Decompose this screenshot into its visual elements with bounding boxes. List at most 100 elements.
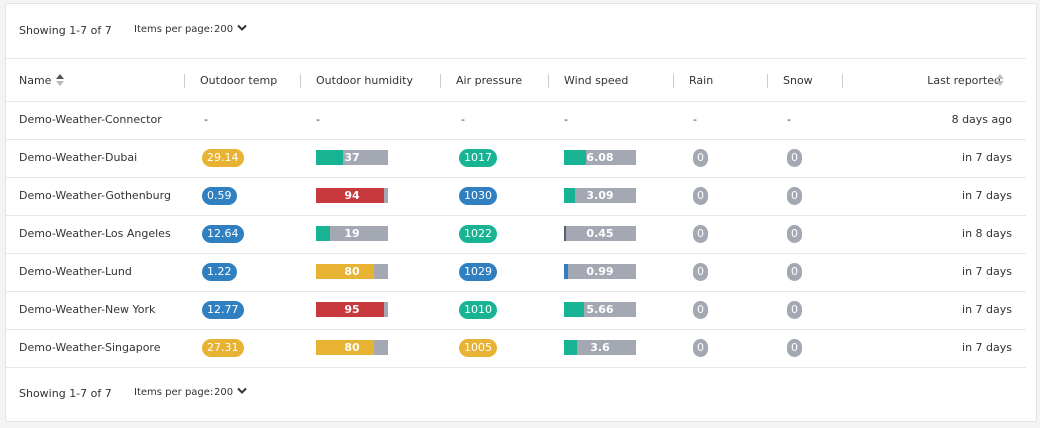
device-name[interactable]: Demo-Weather-Los Angeles [19, 227, 171, 240]
bar-label: 5.66 [586, 303, 614, 316]
empty-cell: - [564, 113, 568, 126]
bar-fill [316, 340, 374, 355]
sort-icon [56, 74, 64, 89]
bar-fill [564, 302, 585, 317]
row-divider [6, 253, 1026, 254]
bar-fill [316, 226, 330, 241]
value-bar: 3.09 [564, 188, 636, 203]
value-badge: 12.77 [202, 301, 244, 319]
bar-label: 3.6 [590, 341, 610, 354]
value-bar: 80 [316, 340, 388, 355]
value-badge: 1029 [459, 263, 497, 281]
count-badge: 0 [787, 339, 802, 357]
column-header[interactable]: Snow [783, 74, 813, 87]
column-header[interactable]: Outdoor temp [200, 74, 278, 87]
chevron [237, 24, 247, 31]
column-separator [767, 74, 768, 88]
value-badge: 1022 [459, 225, 497, 243]
value-badge: 12.64 [202, 225, 244, 243]
empty-cell: - [316, 113, 320, 126]
showing-count: Showing 1-7 of 7 [19, 24, 112, 37]
last-reported: in 7 days [962, 341, 1012, 354]
value-badge: 0.59 [202, 187, 237, 205]
value-bar: 94 [316, 188, 388, 203]
value-badge: 1030 [459, 187, 497, 205]
bar-label: 0.99 [586, 265, 614, 278]
column-header[interactable]: Air pressure [456, 74, 523, 87]
table-card: Showing 1-7 of 7 Items per page: 200 Name Ou… [5, 3, 1037, 422]
count-badge: 0 [693, 339, 708, 357]
last-reported: in 8 days [962, 227, 1012, 240]
per-page-select[interactable]: 200 [214, 387, 247, 398]
value-bar: 3.6 [564, 340, 636, 355]
column-header[interactable]: Name [19, 74, 52, 87]
count-badge: 0 [693, 301, 708, 319]
bar-fill [564, 188, 576, 203]
bar-label: 95 [344, 303, 360, 316]
bar-label: 80 [344, 341, 360, 354]
column-header[interactable]: Outdoor humidity [316, 74, 413, 87]
column-separator [440, 74, 441, 88]
empty-cell: - [693, 113, 697, 126]
bar-fill [564, 340, 577, 355]
per-page-label: Items per page: [134, 24, 214, 35]
bar-label: 80 [344, 265, 360, 278]
row-divider [6, 329, 1026, 330]
column-header[interactable]: Rain [689, 74, 714, 87]
value-badge: 27.31 [202, 339, 244, 357]
last-reported: in 7 days [962, 303, 1012, 316]
bar-fill [316, 302, 385, 317]
count-badge: 0 [693, 225, 708, 243]
row-divider [6, 215, 1026, 216]
device-name[interactable]: Demo-Weather-New York [19, 303, 156, 316]
column-header[interactable]: Last reported [927, 74, 1001, 87]
per-page-select[interactable]: 200 [214, 24, 247, 35]
bar-fill [564, 150, 586, 165]
value-bar: 5.66 [564, 302, 636, 317]
device-name[interactable]: Demo-Weather-Dubai [19, 151, 138, 164]
value-bar: 0.99 [564, 264, 636, 279]
column-separator [184, 74, 185, 88]
column-separator [842, 74, 843, 88]
value-badge: 1.22 [202, 263, 237, 281]
last-reported: in 7 days [962, 265, 1012, 278]
column-separator [300, 74, 301, 88]
device-name[interactable]: Demo-Weather-Lund [19, 265, 132, 278]
divider [6, 58, 1026, 59]
empty-cell: - [461, 113, 465, 126]
row-divider [6, 367, 1026, 368]
value-bar: 19 [316, 226, 388, 241]
value-badge: 1005 [459, 339, 497, 357]
per-page-label: Items per page: [134, 387, 214, 398]
sort-icon [996, 74, 1004, 89]
column-separator [548, 74, 549, 88]
row-divider [6, 177, 1026, 178]
last-reported: in 7 days [962, 151, 1012, 164]
sort-arrows [996, 74, 1004, 86]
sort-arrows [56, 74, 64, 86]
value-badge: 1010 [459, 301, 497, 319]
bar-label: 37 [344, 151, 360, 164]
count-badge: 0 [787, 187, 802, 205]
count-badge: 0 [787, 149, 802, 167]
value-badge: 29.14 [202, 149, 244, 167]
count-badge: 0 [693, 149, 708, 167]
device-name[interactable]: Demo-Weather-Connector [19, 113, 162, 126]
bar-label: 3.09 [586, 189, 614, 202]
row-divider [6, 291, 1026, 292]
value-bar: 0.45 [564, 226, 636, 241]
bar-fill [316, 188, 384, 203]
device-name[interactable]: Demo-Weather-Gothenburg [19, 189, 171, 202]
column-separator [673, 74, 674, 88]
count-badge: 0 [693, 187, 708, 205]
bar-label: 6.08 [586, 151, 614, 164]
bar-fill [564, 264, 568, 279]
count-badge: 0 [787, 225, 802, 243]
bar-label: 0.45 [586, 227, 614, 240]
device-name[interactable]: Demo-Weather-Singapore [19, 341, 161, 354]
empty-cell: - [204, 113, 208, 126]
column-header[interactable]: Wind speed [564, 74, 629, 87]
divider [6, 101, 1026, 102]
bar-fill [316, 264, 374, 279]
